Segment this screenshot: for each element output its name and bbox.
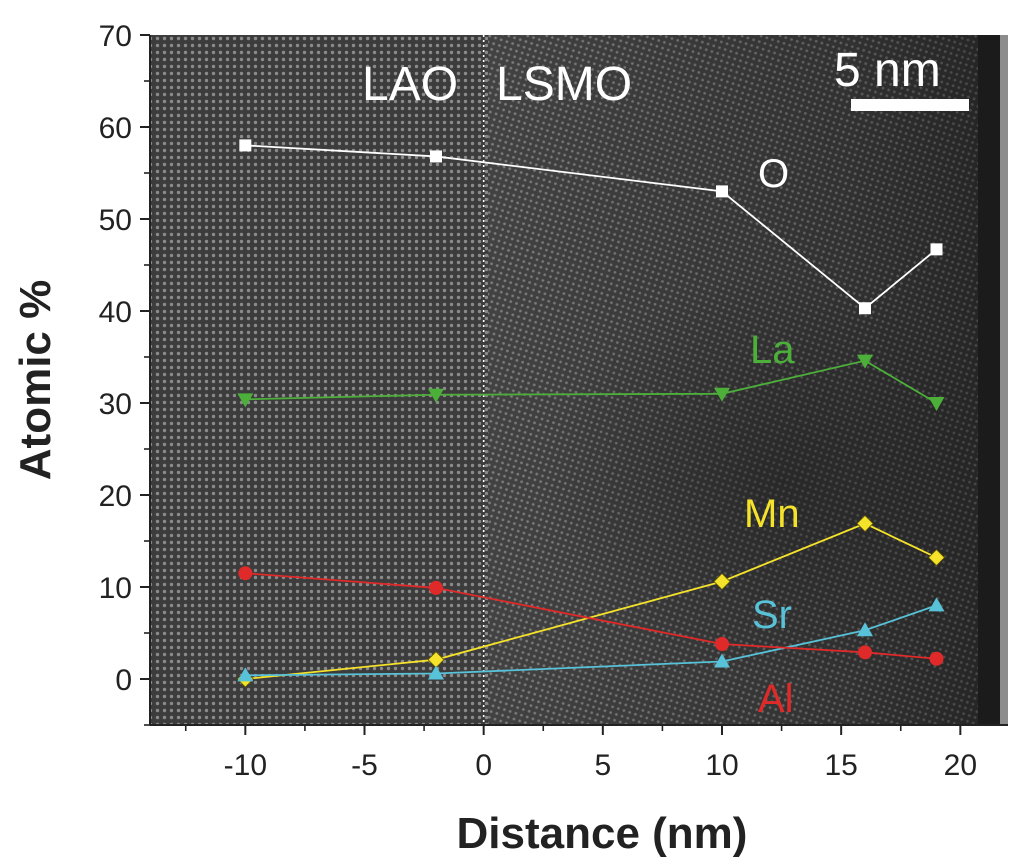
data-point-sr (928, 597, 945, 612)
y-axis-title: Atomic % (11, 280, 60, 480)
lao-region-label: LAO (362, 58, 458, 111)
x-tick-label: 10 (705, 749, 738, 782)
x-tick-label: 0 (475, 749, 492, 782)
data-point-mn (713, 572, 731, 591)
y-tick-label: 60 (99, 112, 132, 145)
lao-region-texture (150, 35, 488, 725)
data-point-o (930, 243, 943, 256)
data-point-sr (237, 667, 254, 682)
data-point-al (238, 566, 253, 581)
tem-image-background (150, 35, 1008, 725)
data-point-al (429, 580, 443, 595)
x-tick-label: -5 (351, 749, 378, 782)
data-point-mn (856, 514, 874, 533)
data-point-sr (714, 653, 730, 668)
data-point-mn (927, 548, 946, 567)
data-point-o (430, 150, 442, 163)
data-point-la (714, 387, 730, 402)
series-label-mn: Mn (744, 492, 800, 536)
series-label-o: O (758, 152, 789, 196)
data-point-sr (428, 665, 444, 680)
y-tick-label: 70 (99, 20, 132, 53)
x-tick-label: 15 (824, 749, 857, 782)
lsmo-dark-patch (500, 250, 970, 670)
axes: -10 -5 0 5 10 15 20 0 10 20 30 40 50 60 70 (99, 20, 1008, 782)
data-point-la (928, 397, 945, 411)
x-tick-label: 5 (594, 749, 611, 782)
scale-bar (851, 99, 969, 111)
lsmo-region-label: LSMO (496, 58, 632, 111)
data-point-la (428, 388, 444, 403)
data-point-al (715, 637, 729, 652)
series-label-la: La (750, 328, 795, 372)
x-tick-label: 20 (944, 749, 977, 782)
x-tick-label: -10 (224, 749, 267, 782)
x-axis-title: Distance (nm) (457, 809, 748, 858)
scale-bar-label: 5 nm (834, 44, 941, 97)
data-point-al (858, 645, 872, 660)
series-layer (236, 139, 946, 688)
y-tick-label: 50 (99, 204, 132, 237)
y-tick-label: 20 (99, 480, 132, 513)
data-point-o (716, 185, 728, 198)
vacuum-edge (1000, 35, 1008, 725)
data-point-o (859, 302, 871, 315)
data-point-la (857, 354, 873, 369)
y-tick-label: 40 (99, 296, 132, 329)
y-tick-label: 10 (99, 572, 132, 605)
data-point-al (929, 651, 944, 666)
data-point-o (239, 139, 252, 152)
data-point-sr (857, 622, 873, 637)
series-label-al: Al (758, 677, 794, 721)
series-label-sr: Sr (752, 593, 792, 637)
y-tick-label: 30 (99, 388, 132, 421)
data-point-la (237, 393, 254, 408)
y-tick-label: 0 (115, 664, 132, 697)
